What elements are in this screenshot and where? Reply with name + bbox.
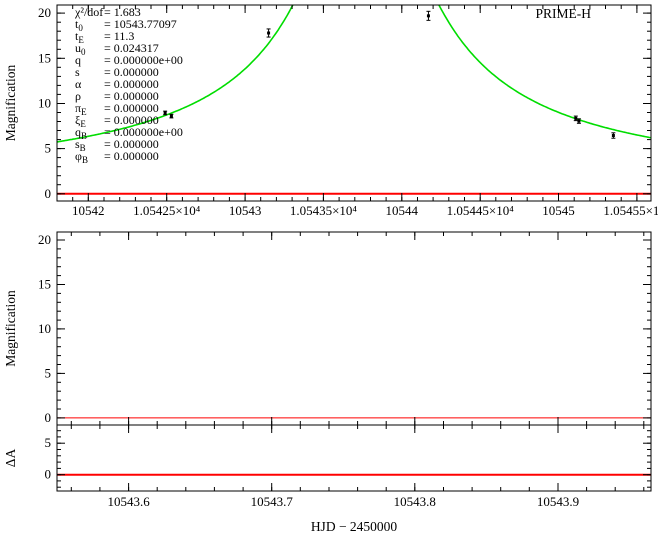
axis-ticks — [57, 232, 651, 425]
data-point — [611, 132, 616, 139]
fit-parameter-value: = 10543.77097 — [104, 17, 177, 31]
x-tick-label: 10543.8 — [394, 494, 436, 509]
y-tick-label: 10 — [38, 96, 51, 111]
x-tick-label: 10543 — [229, 203, 262, 218]
fit-parameter-value: = 0.000000e+00 — [104, 125, 183, 139]
fit-parameter-value: = 0.000000 — [104, 65, 159, 79]
fit-parameter-label: tE — [75, 29, 84, 45]
y-tick-label: 0 — [45, 186, 52, 201]
axis-ticks — [56, 5, 651, 201]
data-point — [426, 10, 431, 21]
y-tick-label: 0 — [45, 410, 52, 425]
fit-parameter-value: = 0.000000e+00 — [104, 53, 183, 67]
x-axis-title: HJD − 2450000 — [311, 519, 398, 534]
x-tick-label: 10544 — [386, 203, 419, 218]
y-tick-label: 5 — [45, 141, 52, 156]
y-axis-label: ΔA — [3, 449, 18, 468]
fit-parameter-value: = 0.000000 — [104, 89, 159, 103]
y-tick-label: 15 — [38, 277, 51, 292]
fit-parameter-label: q — [75, 53, 81, 67]
x-tick-label: 10542 — [72, 203, 105, 218]
fit-parameter-value: = 0.024317 — [104, 41, 159, 55]
lightcurve-zoom-panel: 0 5 10 15 20 Magnification — [3, 231, 652, 426]
fit-parameter-label: ρ — [75, 89, 81, 103]
x-tick-label: 1.05445×10⁴ — [447, 203, 515, 218]
y-tick-label: 20 — [38, 232, 51, 247]
fit-parameter-value: = 0.000000 — [104, 149, 159, 163]
y-tick-label: 20 — [38, 5, 51, 20]
x-tick-label: 10545 — [542, 203, 575, 218]
fit-parameter-value: = 1.683 — [104, 5, 141, 19]
data-point — [576, 118, 581, 124]
fit-parameter-label: φB — [75, 149, 88, 165]
fit-parameter-label: s — [75, 65, 80, 79]
y-axis-label: Magnification — [3, 290, 18, 367]
x-tick-label: 1.05455×10⁴ — [603, 203, 658, 218]
fit-parameter-value: = 0.000000 — [104, 113, 159, 127]
x-tick-label: 10543.6 — [107, 494, 150, 509]
fit-parameter-label: ξE — [75, 113, 86, 129]
x-tick-label: 10543.7 — [251, 494, 294, 509]
fit-parameter-label: πE — [75, 101, 87, 117]
fit-parameters: χ²/dof = 1.683 t0 = 10543.77097 tE = 11.3 u0 = … — [74, 5, 183, 165]
fit-parameter-label: u0 — [75, 41, 86, 57]
lightcurve-full-panel: 10542 1.05425×10⁴ 10543 1.05435×10⁴ 10544 1.0… — [3, 4, 658, 218]
fit-parameter-label: α — [75, 77, 82, 91]
y-tick-label: 10 — [38, 321, 51, 336]
residuals-panel: 10543.6 10543.7 10543.8 10543.9 0 5 ΔA — [3, 424, 652, 509]
fit-parameter-label: sB — [75, 137, 86, 153]
y-axis-label: Magnification — [3, 65, 18, 142]
y-tick-label: 0 — [45, 467, 52, 482]
y-tick-label: 15 — [38, 50, 51, 65]
panel-frame — [56, 424, 652, 492]
data-point — [266, 28, 271, 38]
model-curve — [57, 5, 651, 143]
fit-parameter-value: = 0.000000 — [104, 77, 159, 91]
fit-parameter-label: qB — [75, 125, 87, 141]
y-tick-label: 5 — [45, 435, 52, 450]
x-tick-label: 10543.9 — [537, 494, 579, 509]
data-point — [573, 115, 578, 122]
fit-parameter-label: χ²/dof — [74, 5, 103, 19]
x-tick-label: 1.05435×10⁴ — [290, 203, 358, 218]
fit-parameter-value: = 0.000000 — [104, 101, 159, 115]
axis-ticks — [57, 425, 651, 491]
data-point — [169, 113, 174, 119]
x-tick-label: 1.05425×10⁴ — [133, 203, 201, 218]
fit-parameter-value: = 11.3 — [104, 29, 134, 43]
fit-parameter-value: = 0.000000 — [104, 137, 159, 151]
fit-parameter-label: t0 — [75, 17, 83, 33]
dataset-label: PRIME-H — [535, 6, 591, 21]
data-point — [163, 110, 168, 116]
y-tick-label: 5 — [45, 365, 52, 380]
